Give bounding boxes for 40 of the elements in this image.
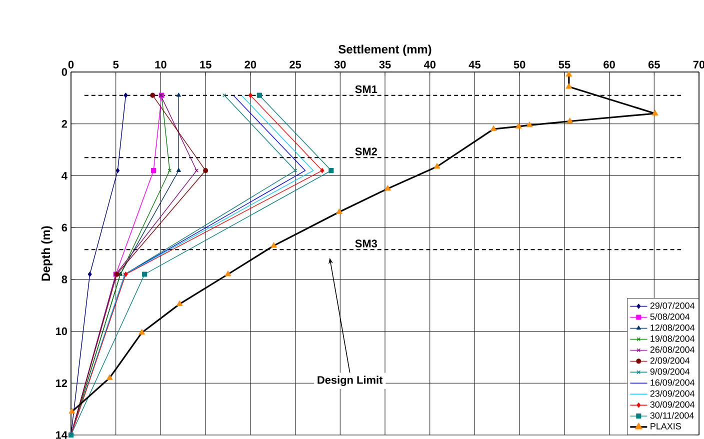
x-tick-label: 15 [200, 60, 212, 68]
x-tick-label: 5 [113, 60, 119, 68]
x-tick-label: 10 [155, 60, 166, 68]
legend-label: 2/09/2004 [650, 357, 690, 364]
y-tick-label: 2 [62, 120, 68, 128]
legend-label: 30/09/2004 [650, 401, 695, 408]
annotation: Design Limit [318, 376, 383, 386]
legend-label: 26/08/2004 [650, 346, 695, 353]
y-tick-label: 0 [62, 68, 68, 76]
y-tick-label: 10 [56, 327, 68, 336]
x-tick-label: 25 [290, 60, 302, 68]
legend-label: 16/09/2004 [650, 379, 695, 386]
x-tick-label: 45 [468, 60, 480, 68]
legend-label: 29/07/2004 [650, 302, 695, 309]
x-tick-label: 60 [604, 60, 615, 68]
x-tick-label: 55 [558, 60, 570, 68]
ref-line-label: SM3 [355, 240, 378, 248]
x-tick-label: 0 [68, 60, 74, 68]
y-axis-title: Depth (m) [41, 226, 52, 281]
ref-line-label: SM2 [355, 148, 377, 156]
x-tick-label: 20 [244, 60, 256, 68]
legend-label: 19/08/2004 [650, 335, 695, 342]
x-tick-label: 50 [514, 60, 526, 68]
y-tick-label: 6 [62, 224, 68, 232]
x-tick-label: 65 [648, 60, 660, 68]
y-tick-label: 14 [56, 431, 68, 439]
legend-label: 12/08/2004 [650, 324, 695, 331]
x-tick-label: 40 [424, 60, 436, 68]
legend-label: 30/11/2004 [650, 412, 694, 419]
x-tick-label: 30 [334, 60, 346, 68]
y-tick-label: 4 [62, 172, 68, 180]
legend-label: PLAXIS [650, 423, 681, 430]
y-tick-label: 12 [56, 379, 68, 387]
legend-label: 5/08/2004 [650, 313, 690, 320]
x-tick-label: 35 [379, 60, 391, 68]
legend-label: 23/09/2004 [650, 390, 695, 397]
y-tick-label: 8 [62, 276, 68, 284]
legend-label: 9/09/2004 [650, 368, 690, 375]
x-axis-title: Settlement (mm) [338, 44, 432, 56]
ref-line-label: SM1 [355, 85, 378, 94]
